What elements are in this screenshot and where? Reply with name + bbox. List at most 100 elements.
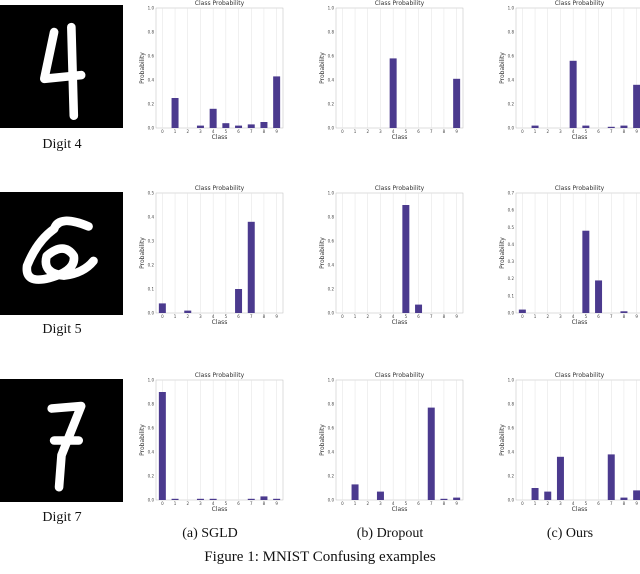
x-tick-label: 5 bbox=[405, 501, 408, 506]
y-tick-label: 1.0 bbox=[328, 191, 335, 196]
chart-title: Class Probability bbox=[195, 0, 245, 7]
chart-title: Class Probability bbox=[195, 372, 245, 379]
chart-title: Class Probability bbox=[375, 372, 425, 379]
y-tick-label: 0.0 bbox=[328, 311, 335, 316]
bar-class-8 bbox=[440, 498, 448, 500]
bar-class-5 bbox=[582, 125, 590, 128]
y-tick-label: 0.8 bbox=[508, 30, 515, 35]
x-axis-label: Class bbox=[572, 134, 588, 141]
plot-area bbox=[515, 379, 640, 501]
x-tick-label: 9 bbox=[635, 501, 638, 506]
y-tick-label: 1.0 bbox=[508, 6, 515, 11]
bar-class-9 bbox=[453, 497, 461, 500]
x-tick-label: 4 bbox=[212, 129, 215, 134]
chart-title: Class Probability bbox=[555, 0, 605, 7]
x-tick-label: 8 bbox=[443, 129, 446, 134]
digit-4-label: Digit 4 bbox=[42, 137, 82, 152]
x-tick-label: 5 bbox=[225, 314, 228, 319]
chart-ours-digit5: Class Probability 0.0 0.1 0.2 0.3 0.4 0.5 0.6 0.… bbox=[498, 185, 640, 333]
y-tick-label: 0.7 bbox=[508, 191, 515, 196]
x-tick-label: 9 bbox=[275, 129, 278, 134]
bar-class-9 bbox=[273, 498, 281, 500]
y-tick-label: 0.2 bbox=[148, 474, 155, 479]
x-tick-label: 7 bbox=[430, 129, 433, 134]
bar-class-9 bbox=[453, 78, 461, 128]
x-axis-label: Class bbox=[392, 134, 408, 141]
x-tick-label: 8 bbox=[443, 314, 446, 319]
x-tick-label: 9 bbox=[455, 314, 458, 319]
chart-title: Class Probability bbox=[375, 0, 425, 7]
x-tick-label: 4 bbox=[392, 314, 395, 319]
y-tick-label: 0.8 bbox=[148, 30, 155, 35]
x-tick-label: 9 bbox=[275, 314, 278, 319]
y-tick-label: 0.4 bbox=[328, 263, 335, 268]
x-tick-label: 8 bbox=[263, 501, 266, 506]
y-tick-label: 0.6 bbox=[148, 54, 155, 59]
x-tick-label: 6 bbox=[237, 501, 240, 506]
x-tick-label: 7 bbox=[250, 129, 253, 134]
y-tick-label: 0.4 bbox=[148, 450, 155, 455]
bar-class-7 bbox=[607, 126, 615, 128]
x-tick-label: 3 bbox=[199, 501, 202, 506]
y-tick-label: 0.6 bbox=[328, 54, 335, 59]
chart-ours-digit4: Class Probability 0.0 0.2 0.4 0.6 0.8 1.0 0 1 2 3 4… bbox=[498, 0, 640, 148]
x-tick-label: 4 bbox=[212, 314, 215, 319]
x-tick-label: 9 bbox=[275, 501, 278, 506]
x-tick-label: 8 bbox=[263, 129, 266, 134]
y-tick-label: 1.0 bbox=[148, 378, 155, 383]
x-tick-label: 3 bbox=[379, 501, 382, 506]
y-tick-label: 0.4 bbox=[148, 78, 155, 83]
x-tick-label: 1 bbox=[534, 314, 537, 319]
bar-class-5 bbox=[222, 123, 230, 128]
x-axis-label: Class bbox=[212, 506, 228, 513]
figure-caption: Figure 1: MNIST Confusing examples bbox=[204, 549, 436, 565]
caption-ours: (c) Ours bbox=[546, 526, 594, 541]
y-tick-label: 0.0 bbox=[508, 311, 515, 316]
x-tick-label: 3 bbox=[379, 129, 382, 134]
y-tick-label: 0.4 bbox=[508, 450, 515, 455]
bar-class-9 bbox=[633, 490, 640, 500]
chart-dropout-digit5: Class Probability 0.0 0.2 0.4 0.6 0.8 1.0 0 1 2 3 4… bbox=[318, 185, 468, 333]
y-tick-label: 0.1 bbox=[148, 287, 155, 292]
y-tick-label: 0.6 bbox=[328, 426, 335, 431]
x-tick-label: 0 bbox=[521, 501, 524, 506]
x-tick-label: 7 bbox=[610, 501, 613, 506]
x-tick-label: 0 bbox=[521, 129, 524, 134]
x-tick-label: 2 bbox=[366, 129, 369, 134]
bar-class-3 bbox=[376, 491, 384, 500]
bar-class-0 bbox=[158, 303, 166, 313]
x-tick-label: 5 bbox=[585, 314, 588, 319]
chart-sgld-digit4: Class Probability 0.0 0.2 0.4 0.6 0.8 1.0 0 1 2 3 4… bbox=[138, 0, 288, 148]
y-tick-label: 0.0 bbox=[148, 311, 155, 316]
bar-class-9 bbox=[633, 84, 640, 128]
x-tick-label: 0 bbox=[341, 501, 344, 506]
x-tick-label: 8 bbox=[623, 314, 626, 319]
x-tick-label: 0 bbox=[341, 314, 344, 319]
x-tick-label: 0 bbox=[521, 314, 524, 319]
bar-class-8 bbox=[620, 125, 628, 128]
y-tick-label: 0.2 bbox=[148, 102, 155, 107]
chart-ours-digit7: Class Probability 0.0 0.2 0.4 0.6 0.8 1.0 0 1 2 3 4… bbox=[498, 372, 640, 520]
y-tick-label: 0.0 bbox=[508, 126, 515, 131]
y-tick-label: 0.8 bbox=[148, 402, 155, 407]
bar-class-7 bbox=[247, 124, 255, 128]
x-tick-label: 7 bbox=[250, 314, 253, 319]
x-tick-label: 2 bbox=[186, 129, 189, 134]
x-axis-label: Class bbox=[572, 319, 588, 326]
bar-class-2 bbox=[544, 491, 552, 500]
x-tick-label: 3 bbox=[379, 314, 382, 319]
digit-7-label: Digit 7 bbox=[42, 510, 82, 525]
chart-dropout-digit7: Class Probability 0.0 0.2 0.4 0.6 0.8 1.0 0 1 2 3 4… bbox=[318, 372, 468, 520]
x-tick-label: 5 bbox=[585, 129, 588, 134]
plot-area bbox=[515, 7, 640, 129]
bar-class-6 bbox=[235, 289, 243, 313]
y-tick-label: 1.0 bbox=[508, 378, 515, 383]
x-tick-label: 2 bbox=[546, 129, 549, 134]
bar-class-1 bbox=[351, 484, 359, 500]
y-axis-label: Probability bbox=[499, 237, 506, 269]
plot-area bbox=[155, 379, 284, 501]
y-tick-label: 0.0 bbox=[148, 126, 155, 131]
y-tick-label: 0.8 bbox=[328, 30, 335, 35]
y-tick-label: 0.6 bbox=[148, 426, 155, 431]
bar-class-5 bbox=[582, 230, 590, 313]
